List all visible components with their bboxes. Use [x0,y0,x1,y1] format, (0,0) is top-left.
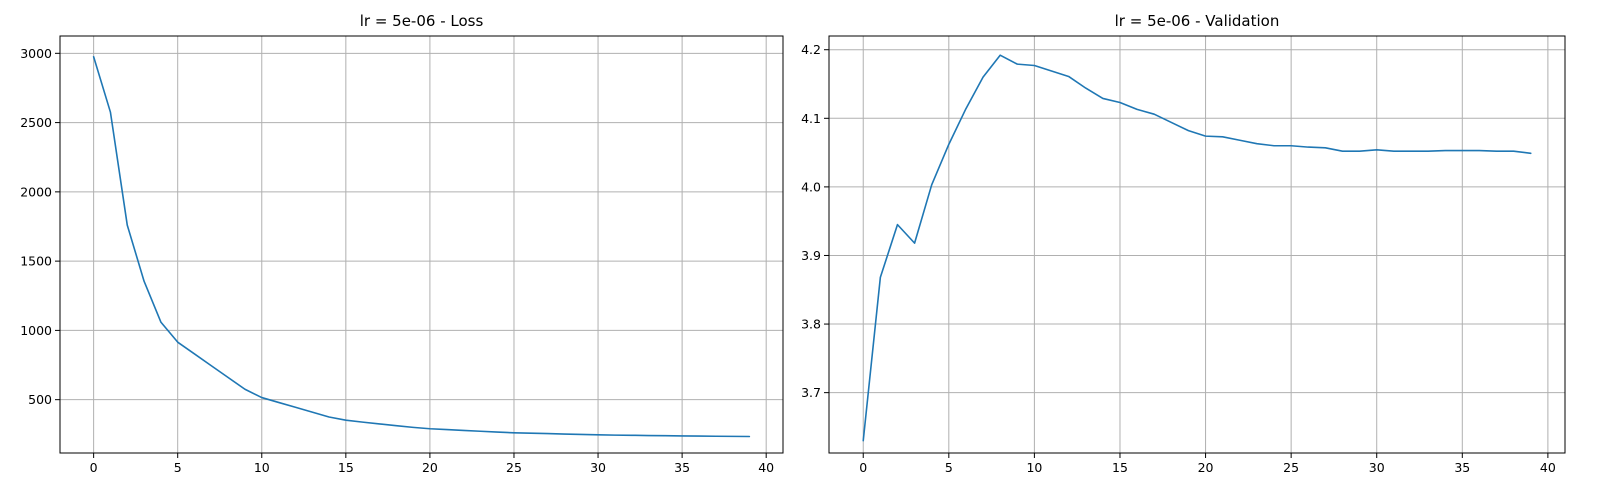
loss-y-tick-label: 3000 [20,46,52,61]
validation-chart-series [862,54,1532,442]
loss-x-tick-label: 20 [422,460,438,475]
validation-x-tick-label: 5 [945,460,953,475]
loss-x-tick-label: 15 [338,460,354,475]
loss-y-tick-label: 2000 [20,184,52,199]
loss-x-tick-label: 35 [674,460,690,475]
validation-series-line [862,54,1532,442]
loss-x-tick-label: 25 [506,460,522,475]
validation-y-tick-label: 4.2 [801,42,821,57]
validation-x-tick-label: 25 [1283,460,1299,475]
validation-chart-title: lr = 5e-06 - Validation [1115,12,1280,30]
loss-y-tick-label: 1500 [20,254,52,269]
loss-x-tick-label: 0 [90,460,98,475]
validation-y-tick-label: 3.9 [801,248,821,263]
loss-chart-frame [59,35,784,454]
validation-chart-frame [828,35,1566,454]
loss-y-tick-label: 1000 [20,323,52,338]
loss-chart-grid [60,36,783,453]
validation-chart-panel: lr = 5e-06 - Validation 0 5 10 15 20 25 30 35 40… [801,12,1566,475]
loss-y-tick-label: 2500 [20,115,52,130]
validation-x-tick-label: 40 [1540,460,1556,475]
validation-x-tick-label: 20 [1198,460,1214,475]
loss-y-tick-label: 500 [28,392,52,407]
validation-x-tick-label: 10 [1026,460,1042,475]
validation-y-tick-label: 4.1 [801,111,821,126]
validation-y-tick-label: 3.7 [801,385,821,400]
loss-chart-ticks: 0 5 10 15 20 25 30 35 40 500 1000 1500 2000 2500 3000 [20,46,774,475]
validation-x-tick-label: 30 [1369,460,1385,475]
validation-y-tick-label: 4.0 [801,179,821,194]
validation-y-tick-label: 3.8 [801,317,821,332]
validation-x-tick-label: 35 [1454,460,1470,475]
validation-chart-grid [829,36,1565,453]
validation-x-tick-label: 0 [859,460,867,475]
loss-chart-panel: lr = 5e-06 - Loss 0 5 10 15 20 25 30 35 40 500 100… [20,12,784,475]
loss-x-tick-label: 30 [590,460,606,475]
validation-x-tick-label: 15 [1112,460,1128,475]
loss-chart-title: lr = 5e-06 - Loss [360,12,484,30]
loss-x-tick-label: 40 [758,460,774,475]
validation-chart-ticks: 0 5 10 15 20 25 30 35 40 3.7 3.8 3.9 4.0 4.1 4.2 [801,42,1556,475]
loss-x-tick-label: 5 [174,460,182,475]
loss-chart-series [92,55,751,438]
loss-x-tick-label: 10 [254,460,270,475]
loss-series-line [92,55,751,438]
